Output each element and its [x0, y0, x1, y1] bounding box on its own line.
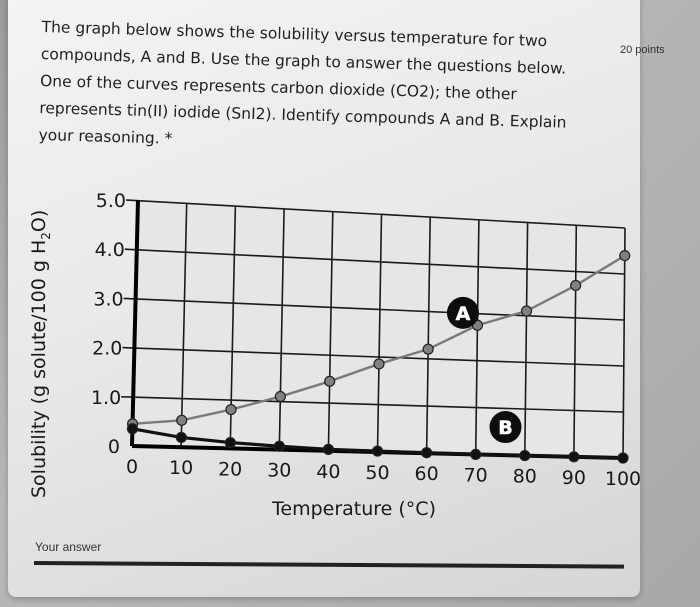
points-badge: 20 points: [620, 44, 665, 56]
grid-line-vertical: [327, 211, 334, 451]
x-tick-label: 30: [267, 460, 291, 482]
data-point-b: [568, 451, 580, 463]
y-tick-label: 2.0: [92, 338, 122, 360]
data-point-b: [224, 436, 236, 449]
data-point-a: [619, 250, 631, 262]
grid-line-vertical: [376, 213, 383, 453]
data-point-a: [373, 358, 385, 370]
x-tick-label: 60: [415, 463, 439, 485]
data-point-b: [322, 443, 335, 455]
grid-line-horizontal: [125, 199, 626, 229]
data-point-b: [519, 450, 531, 462]
x-axis-label: Temperature (°C): [272, 498, 436, 520]
data-point-b: [126, 423, 139, 435]
data-point-b: [470, 448, 482, 460]
data-point-a: [225, 403, 237, 416]
y-tick-label: 3.0: [93, 288, 123, 310]
data-point-a: [520, 305, 533, 317]
data-point-a: [176, 414, 188, 426]
x-tick-label: 0: [126, 456, 138, 478]
x-tick-label: 20: [218, 458, 242, 480]
data-point-b: [421, 447, 433, 459]
answer-label: Your answer: [35, 540, 102, 554]
y-tick-label: 4.0: [95, 239, 125, 261]
grid-line-vertical: [180, 202, 188, 448]
plot-area: [132, 200, 625, 458]
grid-line-horizontal: [124, 248, 625, 275]
x-tick-label: 10: [169, 457, 193, 479]
x-tick-label: 80: [513, 466, 537, 488]
x-tick-label: 40: [316, 461, 340, 483]
grid-line-vertical: [278, 208, 285, 450]
data-point-a: [274, 390, 286, 403]
grid-line-vertical: [573, 225, 578, 457]
data-point-a: [422, 343, 434, 355]
x-tick-label: 70: [464, 464, 488, 486]
label-badge-b: [489, 411, 522, 444]
grid-line-vertical: [622, 227, 626, 459]
x-tick-label: 90: [562, 467, 586, 489]
label-badge-text-b: B: [498, 417, 512, 439]
grid-line-horizontal: [121, 396, 624, 413]
y-axis: [130, 199, 140, 447]
y-tick-label: 0: [108, 436, 120, 458]
x-tick-label: 100: [605, 468, 641, 490]
data-point-b: [617, 452, 629, 464]
y-tick-label: 1.0: [91, 387, 121, 409]
data-point-b: [371, 445, 384, 457]
y-tick-label: 5.0: [96, 190, 126, 212]
grid-line-vertical: [524, 222, 529, 456]
grid-line-horizontal: [122, 346, 624, 367]
label-badge-text-a: A: [456, 303, 471, 325]
data-point-b: [175, 431, 187, 444]
data-point-b: [273, 440, 285, 452]
grid-line-horizontal: [123, 297, 625, 321]
grid-line-vertical: [425, 216, 431, 454]
label-badge-a: [446, 296, 479, 329]
data-point-a: [570, 279, 582, 292]
data-point-a: [324, 375, 336, 387]
x-tick-label: 50: [365, 462, 389, 484]
grid-line-vertical: [474, 219, 480, 455]
